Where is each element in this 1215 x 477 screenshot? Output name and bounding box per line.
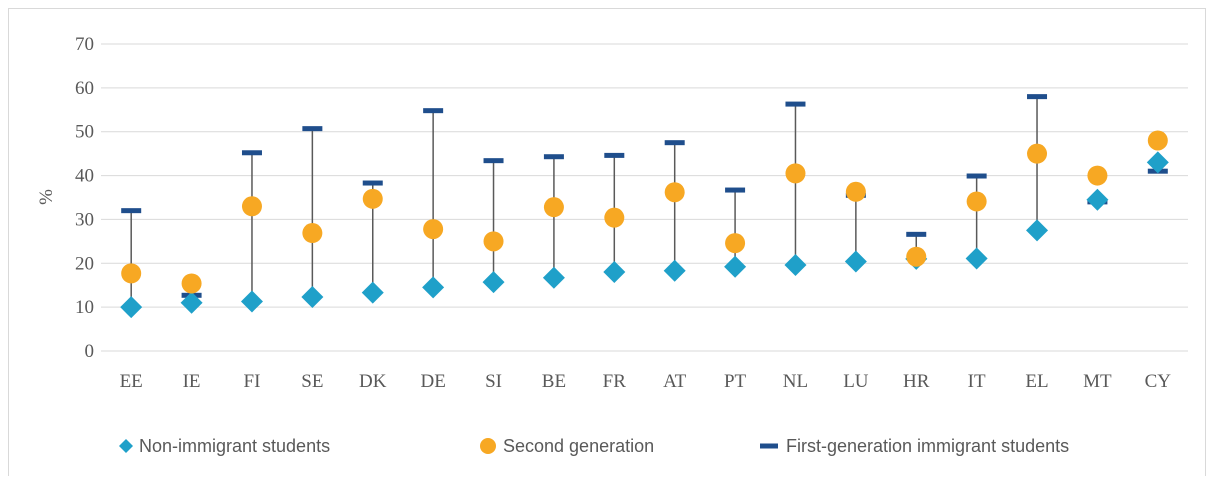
y-tick-label: 60 xyxy=(75,78,94,99)
point-diamond-EL xyxy=(1026,219,1049,242)
point-diamond-NL xyxy=(784,254,807,277)
legend: Non-immigrant students Second generation F… xyxy=(119,436,1069,456)
chart-frame xyxy=(8,8,1206,476)
point-circle-SE xyxy=(302,223,323,244)
point-diamond-MT xyxy=(1086,188,1109,211)
point-circle-SI xyxy=(483,231,504,252)
point-dash-HR xyxy=(906,231,927,237)
legend-item-diamond: Non-immigrant students xyxy=(119,436,330,456)
point-dash-SI xyxy=(483,158,504,164)
x-tick-label-FR: FR xyxy=(603,371,627,392)
point-diamond-DK xyxy=(361,281,384,304)
x-tick-label-PT: PT xyxy=(724,371,747,392)
y-tick-label: 70 xyxy=(75,34,94,55)
point-diamond-SE xyxy=(301,286,324,309)
point-dash-DK xyxy=(362,180,383,186)
point-diamond-IT xyxy=(965,247,988,270)
y-tick-label: 10 xyxy=(75,297,94,318)
point-diamond-FR xyxy=(603,261,626,284)
point-dash-IT xyxy=(966,173,987,179)
x-tick-label-IT: IT xyxy=(968,371,986,392)
point-circle-FR xyxy=(604,207,625,228)
legend-diamond-icon xyxy=(119,439,133,453)
point-circle-CY xyxy=(1147,130,1168,151)
point-circle-IT xyxy=(966,191,987,212)
y-tick-labels: 0 10 20 30 40 50 60 70 xyxy=(75,34,94,362)
point-dash-EE xyxy=(121,208,142,214)
point-circle-IE xyxy=(181,273,202,294)
x-tick-label-EE: EE xyxy=(120,371,143,392)
point-dash-PT xyxy=(725,187,746,193)
x-tick-label-AT: AT xyxy=(663,371,687,392)
point-diamond-AT xyxy=(663,259,686,282)
x-tick-label-SE: SE xyxy=(301,371,323,392)
point-circle-EL xyxy=(1027,143,1048,164)
point-circle-BE xyxy=(543,197,564,218)
point-circle-EE xyxy=(121,263,142,284)
point-circle-NL xyxy=(785,163,806,184)
legend-circle-icon xyxy=(480,438,496,454)
x-tick-label-HR: HR xyxy=(903,371,930,392)
point-diamond-BE xyxy=(542,266,565,289)
point-circle-DE xyxy=(423,219,444,240)
point-circle-DK xyxy=(362,188,383,209)
point-dash-FI xyxy=(241,150,262,156)
gridlines xyxy=(101,43,1188,352)
point-diamond-CY xyxy=(1146,151,1169,174)
legend-label: First-generation immigrant students xyxy=(786,436,1069,456)
y-axis-label: % xyxy=(36,189,57,205)
point-circle-LU xyxy=(845,181,866,202)
x-tick-label-NL: NL xyxy=(783,371,808,392)
y-tick-label: 30 xyxy=(75,209,94,230)
legend-dash-icon xyxy=(760,443,778,449)
whiskers xyxy=(130,96,1159,308)
y-tick-label: 0 xyxy=(85,341,95,362)
point-dash-BE xyxy=(543,154,564,160)
point-diamond-LU xyxy=(844,250,867,273)
x-tick-label-DE: DE xyxy=(420,371,445,392)
point-circle-HR xyxy=(906,246,927,267)
y-tick-label: 50 xyxy=(75,122,94,143)
x-tick-label-IE: IE xyxy=(183,371,201,392)
x-tick-label-MT: MT xyxy=(1083,371,1112,392)
x-tick-label-LU: LU xyxy=(843,371,869,392)
legend-item-circle: Second generation xyxy=(480,436,654,456)
x-tick-label-FI: FI xyxy=(244,371,261,392)
x-tick-labels: EE IE FI SE DK DE SI BE FR AT PT NL LU HR IT EL MT CY xyxy=(120,371,1172,392)
point-dash-NL xyxy=(785,101,806,107)
point-circle-PT xyxy=(725,233,746,254)
point-dash-AT xyxy=(664,140,685,146)
point-diamond-DE xyxy=(422,276,445,299)
legend-label: Non-immigrant students xyxy=(139,436,330,456)
x-tick-label-DK: DK xyxy=(359,371,387,392)
point-diamond-EE xyxy=(120,296,143,319)
data-marks xyxy=(120,94,1169,319)
point-circle-AT xyxy=(664,182,685,203)
point-circle-MT xyxy=(1087,165,1108,186)
point-dash-FR xyxy=(604,152,625,158)
point-dash-EL xyxy=(1027,94,1048,100)
point-diamond-SI xyxy=(482,271,505,294)
x-tick-label-SI: SI xyxy=(485,371,502,392)
point-diamond-PT xyxy=(724,255,747,278)
y-tick-label: 40 xyxy=(75,166,94,187)
point-dash-SE xyxy=(302,126,323,132)
point-dash-DE xyxy=(423,108,444,114)
point-diamond-FI xyxy=(240,290,263,313)
x-tick-label-BE: BE xyxy=(542,371,566,392)
legend-item-dash: First-generation immigrant students xyxy=(760,436,1069,456)
x-tick-label-EL: EL xyxy=(1025,371,1048,392)
x-tick-label-CY: CY xyxy=(1145,371,1172,392)
legend-label: Second generation xyxy=(503,436,654,456)
y-tick-label: 20 xyxy=(75,253,94,274)
point-circle-FI xyxy=(241,196,262,217)
point-diamond-IE xyxy=(180,291,203,314)
